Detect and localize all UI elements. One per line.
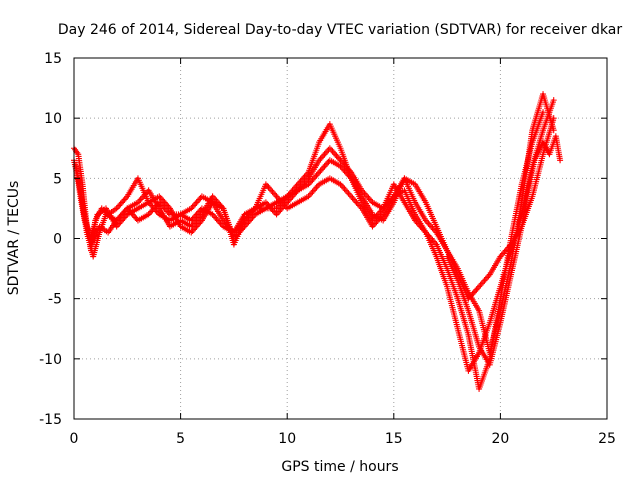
y-tick-label: -10	[39, 352, 62, 368]
x-tick-label: 15	[385, 431, 403, 447]
series-track-e	[444, 133, 564, 368]
y-tick-label: 15	[44, 51, 62, 67]
x-tick-label: 0	[70, 431, 79, 447]
y-axis-label: SDTVAR / TECUs	[6, 181, 22, 296]
y-tick-label: 10	[44, 111, 62, 127]
series-track-d	[75, 115, 557, 302]
y-tick-label: 0	[53, 232, 62, 248]
chart-title: Day 246 of 2014, Sidereal Day-to-day VTE…	[58, 22, 623, 38]
y-tick-label: -5	[48, 292, 62, 308]
data-point	[550, 97, 557, 104]
x-tick-label: 25	[598, 431, 616, 447]
data-points	[71, 91, 564, 392]
x-tick-label: 20	[491, 431, 509, 447]
data-point	[540, 109, 547, 116]
series-track-c	[73, 97, 557, 374]
y-tick-label: -15	[39, 412, 62, 428]
x-tick-label: 10	[278, 431, 296, 447]
x-axis-label: GPS time / hours	[281, 459, 398, 475]
y-tick-label: 5	[53, 171, 62, 187]
data-point	[550, 115, 557, 122]
x-tick-label: 5	[176, 431, 185, 447]
data-point	[557, 157, 564, 164]
axis-ticks: 0 5 10 15 20 25 -15 -10 -5 0 5 10 15	[39, 51, 616, 447]
